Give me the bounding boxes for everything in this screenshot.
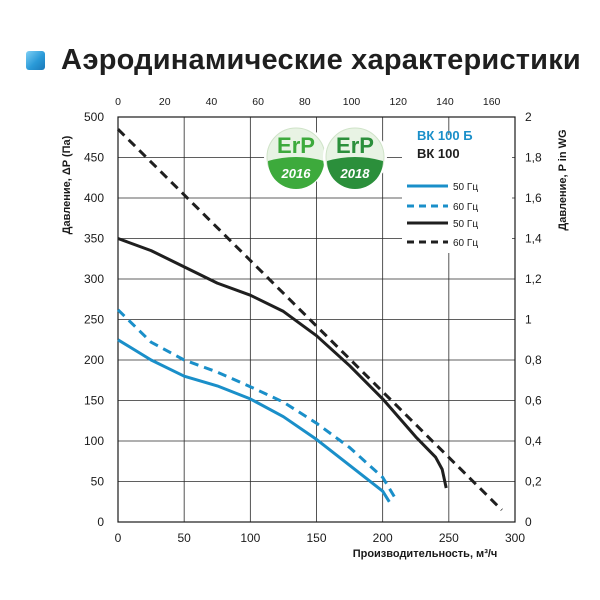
legend-series-label: 60 Гц bbox=[453, 238, 478, 249]
legend-model-label: ВК 100 bbox=[417, 146, 460, 161]
y-tick-label: 100 bbox=[84, 434, 104, 448]
y-right-tick-label: 0,6 bbox=[525, 394, 542, 408]
x-top-tick-label: 20 bbox=[159, 96, 171, 108]
plot-frame bbox=[117, 116, 516, 523]
x-top-tick-label: 40 bbox=[206, 96, 218, 108]
y2-axis-title: Давление, P in WG bbox=[557, 129, 569, 230]
erp-badge-bottom bbox=[268, 157, 324, 189]
y-right-tick-label: 1,4 bbox=[525, 232, 542, 246]
y-tick-label: 50 bbox=[91, 475, 105, 489]
x-top-tick-label: 100 bbox=[343, 96, 361, 108]
erp-badge-year: 2016 bbox=[281, 166, 312, 181]
y-tick-label: 400 bbox=[84, 191, 104, 205]
title-row: Аэродинамические характеристики bbox=[26, 40, 581, 80]
y-axis-title: Давление, ΔP (Па) bbox=[61, 135, 73, 234]
y-right-tick-label: 2 bbox=[525, 110, 532, 124]
x-top-tick-label: 80 bbox=[299, 96, 311, 108]
erp-badge-brand: ErP bbox=[277, 133, 315, 158]
y-right-tick-label: 1 bbox=[525, 313, 532, 327]
legend-series-label: 50 Гц bbox=[453, 219, 478, 230]
erp-badge-year: 2018 bbox=[340, 166, 371, 181]
series-line-2 bbox=[117, 237, 448, 489]
y-right-tick-label: 0 bbox=[525, 515, 532, 529]
x-tick-label: 150 bbox=[306, 531, 326, 545]
x-tick-label: 50 bbox=[177, 531, 191, 545]
y-right-tick-label: 0,2 bbox=[525, 475, 542, 489]
legend-series-label: 60 Гц bbox=[453, 202, 478, 213]
series-line-1 bbox=[116, 308, 398, 501]
series-line-3 bbox=[116, 128, 503, 511]
y-right-tick-label: 1,2 bbox=[525, 272, 542, 286]
y-tick-label: 350 bbox=[84, 232, 104, 246]
y-tick-label: 200 bbox=[84, 353, 104, 367]
y-right-tick-label: 0,4 bbox=[525, 434, 542, 448]
y-tick-label: 250 bbox=[84, 313, 104, 327]
y-tick-label: 0 bbox=[97, 515, 104, 529]
legend-series-label: 50 Гц bbox=[453, 182, 478, 193]
blue-square-icon bbox=[26, 50, 45, 70]
x-tick-label: 300 bbox=[505, 531, 525, 545]
x-top-tick-label: 0 bbox=[115, 96, 121, 108]
x-top-tick-label: 160 bbox=[483, 96, 501, 108]
y-right-tick-label: 0,8 bbox=[525, 353, 542, 367]
y-right-tick-label: 1,6 bbox=[525, 191, 542, 205]
y-tick-label: 300 bbox=[84, 272, 104, 286]
y-tick-label: 450 bbox=[84, 151, 104, 165]
x-top-tick-label: 140 bbox=[436, 96, 454, 108]
x-tick-label: 0 bbox=[115, 531, 122, 545]
legend-box bbox=[402, 135, 512, 253]
erp-badge-bottom bbox=[327, 157, 383, 189]
x-axis-title: Производительность, м³/ч bbox=[353, 548, 498, 560]
x-top-tick-label: 60 bbox=[252, 96, 264, 108]
x-top-tick-label: 120 bbox=[389, 96, 407, 108]
y-tick-label: 500 bbox=[84, 110, 104, 124]
legend-model-label: ВК 100 Б bbox=[417, 128, 473, 143]
y-right-tick-label: 1,8 bbox=[525, 151, 542, 165]
page-title: Аэродинамические характеристики bbox=[61, 43, 581, 76]
series-line-0 bbox=[117, 338, 391, 503]
y-tick-label: 150 bbox=[84, 394, 104, 408]
x-tick-label: 200 bbox=[373, 531, 393, 545]
x-tick-label: 100 bbox=[240, 531, 260, 545]
x-tick-label: 250 bbox=[439, 531, 459, 545]
erp-badge-brand: ErP bbox=[336, 133, 374, 158]
